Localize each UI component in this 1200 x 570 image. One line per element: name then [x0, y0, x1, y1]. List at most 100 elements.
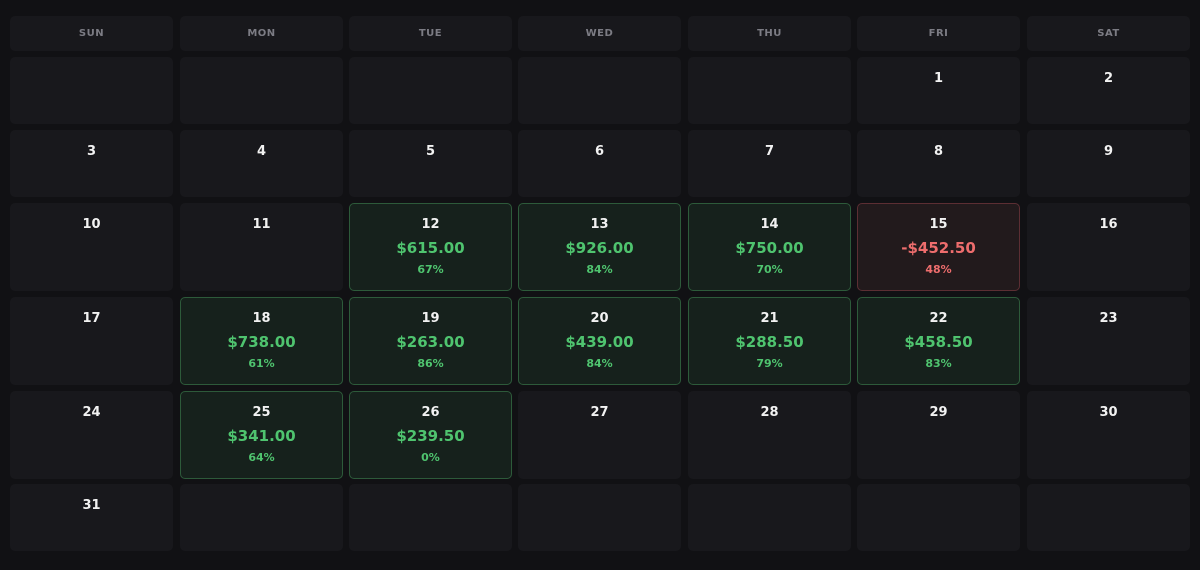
pnl-gain-amount: $926.00	[565, 239, 634, 257]
day-number: 16	[1099, 217, 1118, 232]
day-number: 10	[82, 217, 101, 232]
day-number: 14	[760, 217, 779, 232]
day-cell-9[interactable]: 9	[1027, 130, 1190, 197]
day-number: 23	[1099, 311, 1118, 326]
pnl-gain-amount: $341.00	[227, 427, 296, 445]
day-number: 19	[421, 311, 440, 326]
pnl-gain-amount: $738.00	[227, 333, 296, 351]
day-cell-15[interactable]: 15 -$452.50 48%	[857, 203, 1020, 291]
day-number: 28	[760, 405, 779, 420]
day-number: 18	[252, 311, 271, 326]
day-number: 30	[1099, 405, 1118, 420]
win-rate-percent: 84%	[586, 357, 613, 370]
day-cell-6[interactable]: 6	[518, 130, 681, 197]
pnl-loss-amount: -$452.50	[901, 239, 976, 257]
day-cell-27[interactable]: 27	[518, 391, 681, 479]
day-number: 5	[425, 144, 436, 159]
weekday-header-tue: TUE	[349, 16, 512, 51]
day-number: 20	[590, 311, 609, 326]
day-number: 13	[590, 217, 609, 232]
day-number: 7	[764, 144, 775, 159]
day-cell-23[interactable]: 23	[1027, 297, 1190, 385]
weekday-header-sun: SUN	[10, 16, 173, 51]
day-cell-1[interactable]: 1	[857, 57, 1020, 124]
day-number: 21	[760, 311, 779, 326]
pnl-gain-amount: $288.50	[735, 333, 804, 351]
empty-day-cell	[518, 57, 681, 124]
day-cell-26[interactable]: 26 $239.50 0%	[349, 391, 512, 479]
day-number: 8	[933, 144, 944, 159]
empty-day-cell	[349, 484, 512, 551]
day-number: 31	[82, 498, 101, 513]
day-cell-5[interactable]: 5	[349, 130, 512, 197]
win-rate-percent: 86%	[417, 357, 444, 370]
day-cell-29[interactable]: 29	[857, 391, 1020, 479]
weekday-header-fri: FRI	[857, 16, 1020, 51]
day-cell-10[interactable]: 10	[10, 203, 173, 291]
day-cell-21[interactable]: 21 $288.50 79%	[688, 297, 851, 385]
day-cell-14[interactable]: 14 $750.00 70%	[688, 203, 851, 291]
empty-day-cell	[349, 57, 512, 124]
empty-day-cell	[180, 484, 343, 551]
day-cell-13[interactable]: 13 $926.00 84%	[518, 203, 681, 291]
day-number: 3	[86, 144, 97, 159]
day-number: 11	[252, 217, 271, 232]
day-cell-30[interactable]: 30	[1027, 391, 1190, 479]
day-cell-28[interactable]: 28	[688, 391, 851, 479]
day-cell-3[interactable]: 3	[10, 130, 173, 197]
pnl-gain-amount: $439.00	[565, 333, 634, 351]
empty-day-cell	[857, 484, 1020, 551]
day-cell-8[interactable]: 8	[857, 130, 1020, 197]
day-number: 24	[82, 405, 101, 420]
win-rate-percent: 79%	[756, 357, 783, 370]
day-cell-4[interactable]: 4	[180, 130, 343, 197]
win-rate-percent: 61%	[248, 357, 275, 370]
day-cell-24[interactable]: 24	[10, 391, 173, 479]
day-cell-7[interactable]: 7	[688, 130, 851, 197]
day-number: 15	[929, 217, 948, 232]
win-rate-percent: 0%	[421, 451, 440, 464]
empty-day-cell	[10, 57, 173, 124]
pnl-gain-amount: $615.00	[396, 239, 465, 257]
weekday-header-sat: SAT	[1027, 16, 1190, 51]
win-rate-percent: 64%	[248, 451, 275, 464]
win-rate-percent: 84%	[586, 263, 613, 276]
weekday-header-wed: WED	[518, 16, 681, 51]
win-rate-percent: 48%	[925, 263, 952, 276]
day-number: 9	[1103, 144, 1114, 159]
weekday-header-mon: MON	[180, 16, 343, 51]
day-cell-17[interactable]: 17	[10, 297, 173, 385]
day-cell-22[interactable]: 22 $458.50 83%	[857, 297, 1020, 385]
pnl-gain-amount: $239.50	[396, 427, 465, 445]
day-number: 6	[594, 144, 605, 159]
pnl-gain-amount: $263.00	[396, 333, 465, 351]
day-cell-2[interactable]: 2	[1027, 57, 1190, 124]
day-number: 22	[929, 311, 948, 326]
win-rate-percent: 67%	[417, 263, 444, 276]
day-cell-20[interactable]: 20 $439.00 84%	[518, 297, 681, 385]
day-cell-18[interactable]: 18 $738.00 61%	[180, 297, 343, 385]
day-number: 4	[256, 144, 267, 159]
day-number: 29	[929, 405, 948, 420]
day-number: 27	[590, 405, 609, 420]
day-cell-16[interactable]: 16	[1027, 203, 1190, 291]
weekday-header-thu: THU	[688, 16, 851, 51]
day-number: 2	[1103, 71, 1114, 86]
empty-day-cell	[688, 57, 851, 124]
day-cell-19[interactable]: 19 $263.00 86%	[349, 297, 512, 385]
day-number: 12	[421, 217, 440, 232]
win-rate-percent: 83%	[925, 357, 952, 370]
day-number: 1	[933, 71, 944, 86]
pnl-gain-amount: $458.50	[904, 333, 973, 351]
day-cell-25[interactable]: 25 $341.00 64%	[180, 391, 343, 479]
empty-day-cell	[688, 484, 851, 551]
day-cell-31[interactable]: 31	[10, 484, 173, 551]
day-number: 25	[252, 405, 271, 420]
day-number: 26	[421, 405, 440, 420]
day-number: 17	[82, 311, 101, 326]
empty-day-cell	[1027, 484, 1190, 551]
day-cell-12[interactable]: 12 $615.00 67%	[349, 203, 512, 291]
empty-day-cell	[518, 484, 681, 551]
day-cell-11[interactable]: 11	[180, 203, 343, 291]
